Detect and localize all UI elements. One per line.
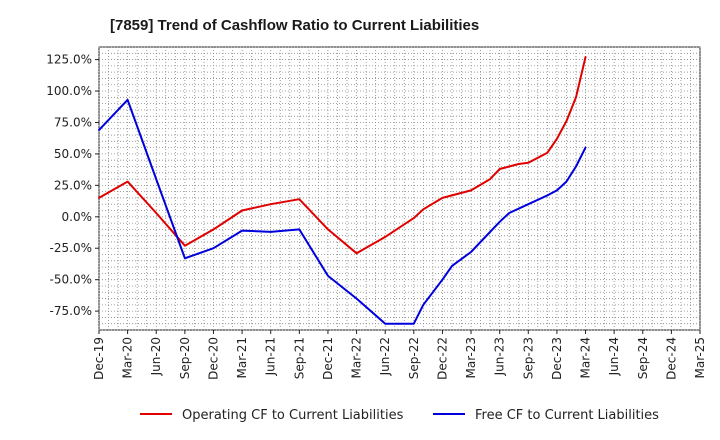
x-tick-label: Dec-21 (321, 337, 335, 380)
x-tick-label: Sep-23 (521, 337, 535, 379)
x-tick-label: Jun-20 (149, 337, 163, 376)
legend-label-free-cf: Free CF to Current Liabilities (475, 408, 659, 423)
x-tick-label: Jun-24 (607, 337, 621, 376)
chart-title: [7859] Trend of Cashflow Ratio to Curren… (110, 17, 479, 34)
plot-area (98, 46, 701, 331)
y-tick-label: 75.0% (54, 115, 92, 129)
series-lines (98, 56, 587, 325)
x-tick-label: Mar-21 (235, 337, 249, 378)
x-tick-label: Dec-19 (92, 337, 106, 380)
x-tick-label: Sep-20 (178, 337, 192, 379)
x-tick-label: Dec-23 (550, 337, 564, 380)
legend: Operating CF to Current Liabilities Free … (140, 408, 659, 423)
x-tick-label: Jun-23 (493, 337, 507, 376)
x-tick-label: Dec-22 (435, 337, 449, 380)
x-tick-label: Sep-21 (292, 337, 306, 379)
y-tick-label: 25.0% (54, 178, 92, 192)
series-line-free-cf (98, 98, 587, 325)
y-axis: 125.0% 100.0% 75.0% 50.0% 25.0% 0.0% -25.0% -50… (46, 53, 99, 318)
y-tick-label: -25.0% (50, 241, 92, 255)
y-tick-label: 50.0% (54, 147, 92, 161)
x-tick-label: Mar-22 (350, 337, 364, 378)
x-tick-label: Dec-20 (206, 337, 220, 380)
x-tick-label: Mar-23 (464, 337, 478, 378)
y-tick-label: -75.0% (50, 304, 92, 318)
x-tick-label: Dec-24 (664, 337, 678, 380)
x-tick-label: Mar-20 (121, 337, 135, 378)
y-tick-label: -50.0% (50, 273, 92, 287)
legend-label-operating-cf: Operating CF to Current Liabilities (182, 408, 404, 423)
x-axis: Dec-19 Mar-20 Jun-20 Sep-20 Dec-20 Mar-21 Jun-… (92, 330, 707, 380)
x-tick-label: Mar-24 (579, 337, 593, 378)
x-tick-label: Sep-22 (407, 337, 421, 379)
y-tick-label: 100.0% (46, 84, 92, 98)
x-tick-label: Jun-22 (378, 337, 392, 376)
grid-lines (98, 46, 701, 331)
x-tick-label: Sep-24 (636, 337, 650, 379)
x-tick-label: Jun-21 (264, 337, 278, 376)
series-line-operating-cf (98, 56, 587, 255)
x-tick-label: Mar-25 (693, 337, 707, 378)
y-tick-label: 125.0% (46, 53, 92, 67)
y-tick-label: 0.0% (62, 210, 93, 224)
